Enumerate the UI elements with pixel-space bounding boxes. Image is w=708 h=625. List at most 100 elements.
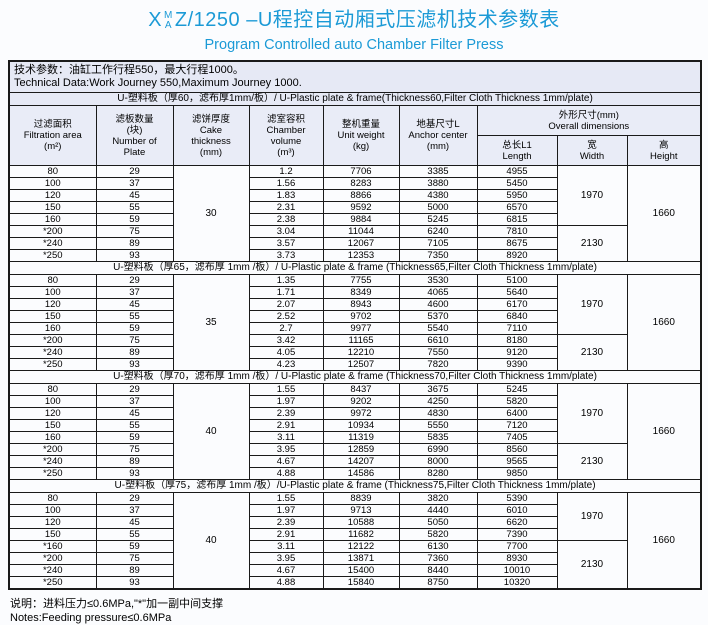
anchor-center-cell: 8280 xyxy=(399,468,477,480)
tech-line-cn: 技术参数：油缸工作行程550，最大行程1000。 xyxy=(14,64,244,76)
plate-count-cell: 37 xyxy=(96,505,173,517)
plate-count-cell: 29 xyxy=(96,166,173,178)
anchor-center-cell: 4830 xyxy=(399,408,477,420)
spec-table: 技术参数：油缸工作行程550，最大行程1000。Technical Data:W… xyxy=(8,60,702,590)
length-cell: 5245 xyxy=(477,384,557,396)
chamber-volume-cell: 4.88 xyxy=(249,577,323,590)
filtration-area-cell: *250 xyxy=(9,468,96,480)
anchor-center-cell: 3675 xyxy=(399,384,477,396)
width-cell: 2130 xyxy=(557,541,627,590)
chamber-volume-cell: 1.71 xyxy=(249,287,323,299)
plate-count-cell: 37 xyxy=(96,396,173,408)
cake-thickness-cell: 40 xyxy=(173,493,249,590)
unit-weight-cell: 15400 xyxy=(323,565,399,577)
anchor-center-cell: 4440 xyxy=(399,505,477,517)
chamber-volume-cell: 2.39 xyxy=(249,408,323,420)
anchor-center-cell: 5050 xyxy=(399,517,477,529)
filtration-area-cell: 160 xyxy=(9,323,96,335)
length-cell: 5640 xyxy=(477,287,557,299)
chamber-volume-cell: 1.35 xyxy=(249,275,323,287)
length-cell: 10010 xyxy=(477,565,557,577)
plate-count-cell: 29 xyxy=(96,384,173,396)
length-cell: 8180 xyxy=(477,335,557,347)
unit-weight-cell: 10588 xyxy=(323,517,399,529)
length-cell: 5950 xyxy=(477,190,557,202)
column-header-row: 过滤面积 Filtration area (m²) 滤板数量 (块) Numbe… xyxy=(9,106,701,136)
anchor-center-cell: 5540 xyxy=(399,323,477,335)
anchor-center-cell: 5820 xyxy=(399,529,477,541)
section-header-row: U-塑料板（厚70，滤布厚 1mm /板）/ U-Plastic plate &… xyxy=(9,371,701,384)
cake-thickness-cell: 40 xyxy=(173,384,249,480)
length-cell: 6010 xyxy=(477,505,557,517)
filtration-area-cell: *200 xyxy=(9,553,96,565)
height-cell: 1660 xyxy=(627,166,701,262)
length-cell: 5820 xyxy=(477,396,557,408)
plate-count-cell: 55 xyxy=(96,420,173,432)
section-label: U-塑料板（厚70，滤布厚 1mm /板）/ U-Plastic plate &… xyxy=(9,371,701,384)
plate-count-cell: 55 xyxy=(96,529,173,541)
unit-weight-cell: 8283 xyxy=(323,178,399,190)
model-name: Z/1250 –U程控自动厢式压滤机技术参数表 xyxy=(175,9,560,31)
plate-count-cell: 45 xyxy=(96,408,173,420)
filtration-area-cell: *240 xyxy=(9,456,96,468)
section-label: U-塑料板（厚60，滤布厚1mm/板）/ U-Plastic plate & f… xyxy=(9,93,701,106)
plate-count-cell: 59 xyxy=(96,541,173,553)
unit-weight-cell: 12507 xyxy=(323,359,399,371)
chamber-volume-cell: 1.97 xyxy=(249,505,323,517)
unit-weight-cell: 9972 xyxy=(323,408,399,420)
plate-count-cell: 93 xyxy=(96,250,173,262)
anchor-center-cell: 3880 xyxy=(399,178,477,190)
chamber-volume-cell: 4.23 xyxy=(249,359,323,371)
plate-count-cell: 75 xyxy=(96,444,173,456)
anchor-center-cell: 5835 xyxy=(399,432,477,444)
anchor-center-cell: 6610 xyxy=(399,335,477,347)
length-cell: 8675 xyxy=(477,238,557,250)
filtration-area-cell: 120 xyxy=(9,517,96,529)
plate-count-cell: 37 xyxy=(96,178,173,190)
chamber-volume-cell: 3.95 xyxy=(249,553,323,565)
filtration-area-cell: 100 xyxy=(9,287,96,299)
col-header-chamber-volume: 滤室容积 Chamber volume (m³) xyxy=(249,106,323,166)
unit-weight-cell: 12067 xyxy=(323,238,399,250)
filtration-area-cell: *200 xyxy=(9,335,96,347)
filtration-area-cell: *240 xyxy=(9,347,96,359)
filtration-area-cell: *200 xyxy=(9,226,96,238)
chamber-volume-cell: 2.39 xyxy=(249,517,323,529)
unit-weight-cell: 15840 xyxy=(323,577,399,590)
col-header-cake-thickness: 滤饼厚度 Cake thickness (mm) xyxy=(173,106,249,166)
length-cell: 7120 xyxy=(477,420,557,432)
plate-count-cell: 45 xyxy=(96,190,173,202)
anchor-center-cell: 6240 xyxy=(399,226,477,238)
unit-weight-cell: 8866 xyxy=(323,190,399,202)
section-header-row: U-塑料板（厚60，滤布厚1mm/板）/ U-Plastic plate & f… xyxy=(9,93,701,106)
filtration-area-cell: 80 xyxy=(9,493,96,505)
plate-count-cell: 89 xyxy=(96,565,173,577)
chamber-volume-cell: 2.38 xyxy=(249,214,323,226)
col-header-filtration-area: 过滤面积 Filtration area (m²) xyxy=(9,106,96,166)
chamber-volume-cell: 2.91 xyxy=(249,529,323,541)
filtration-area-cell: 100 xyxy=(9,178,96,190)
chamber-volume-cell: 3.73 xyxy=(249,250,323,262)
plate-count-cell: 55 xyxy=(96,202,173,214)
anchor-center-cell: 5000 xyxy=(399,202,477,214)
filtration-area-cell: 150 xyxy=(9,420,96,432)
width-cell: 1970 xyxy=(557,275,627,335)
unit-weight-cell: 14586 xyxy=(323,468,399,480)
col-header-overall-dimensions: 外形尺寸(mm) Overall dimensions xyxy=(477,106,701,136)
width-cell: 1970 xyxy=(557,166,627,226)
anchor-center-cell: 7550 xyxy=(399,347,477,359)
chamber-volume-cell: 2.7 xyxy=(249,323,323,335)
unit-weight-cell: 9977 xyxy=(323,323,399,335)
filtration-area-cell: 160 xyxy=(9,214,96,226)
unit-weight-cell: 9702 xyxy=(323,311,399,323)
unit-weight-cell: 9884 xyxy=(323,214,399,226)
unit-weight-cell: 12859 xyxy=(323,444,399,456)
plate-count-cell: 93 xyxy=(96,577,173,590)
filtration-area-cell: 120 xyxy=(9,190,96,202)
height-cell: 1660 xyxy=(627,493,701,590)
